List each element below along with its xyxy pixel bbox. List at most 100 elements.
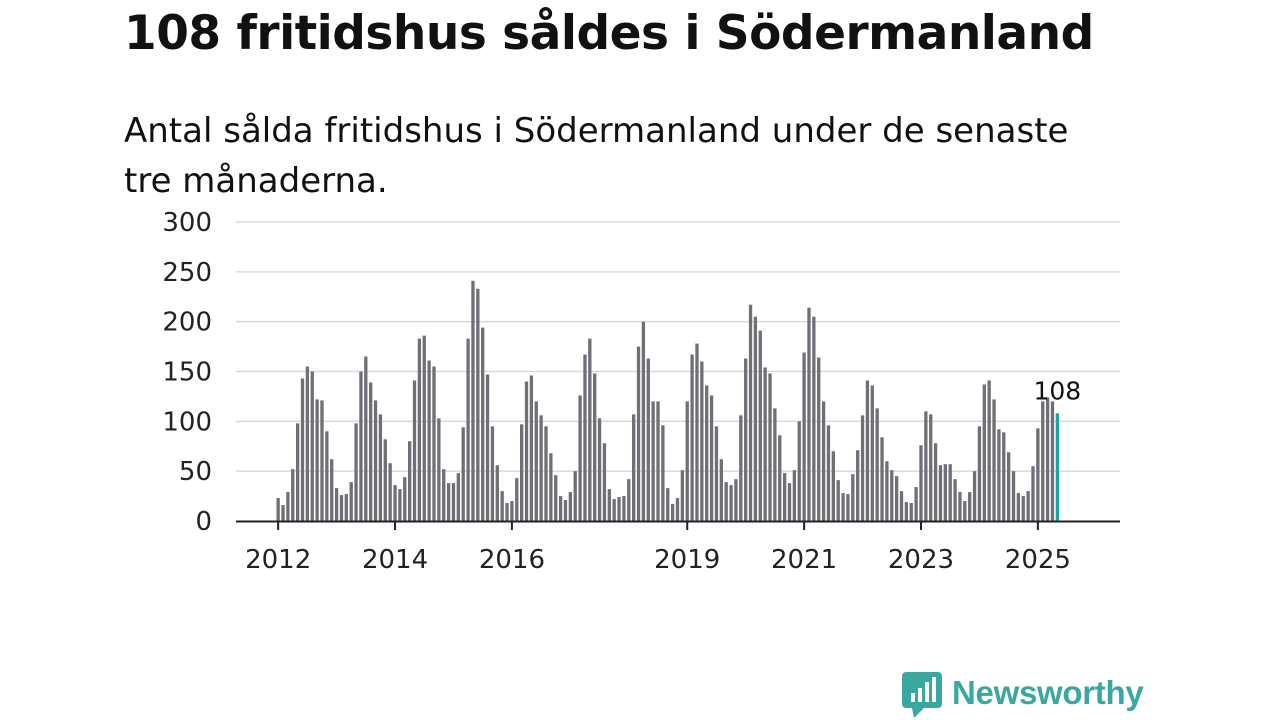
bar [1007, 452, 1011, 521]
bar [369, 382, 373, 521]
bar [734, 479, 738, 521]
bar [670, 504, 675, 521]
bar [938, 465, 943, 521]
bar [529, 375, 534, 521]
bar [622, 496, 626, 521]
bar [685, 401, 689, 521]
bar [768, 373, 772, 521]
bar [471, 280, 475, 521]
bar [334, 488, 339, 521]
bar [904, 502, 909, 521]
bar [407, 441, 412, 521]
bar [836, 480, 840, 521]
bar [378, 414, 383, 521]
bar [787, 483, 792, 521]
bar [773, 408, 777, 521]
bar [943, 464, 947, 521]
bar [651, 401, 655, 521]
bar [797, 421, 801, 521]
newsworthy-logo: Newsworthy [902, 668, 1144, 718]
bar [948, 464, 952, 521]
bar [705, 385, 709, 521]
bar [451, 483, 456, 521]
bar [763, 367, 767, 521]
bar-latest [1055, 413, 1059, 521]
bar [607, 489, 611, 521]
bar [417, 338, 422, 521]
bar [276, 498, 280, 521]
bar [1031, 466, 1035, 521]
x-tick-label: 2014 [362, 545, 428, 575]
bar [1036, 428, 1040, 521]
bar [929, 414, 933, 521]
bar [656, 401, 660, 521]
bar [286, 492, 290, 521]
bar [330, 459, 334, 521]
bar [880, 437, 884, 521]
bar [466, 338, 470, 521]
bar [953, 479, 957, 521]
bar [748, 304, 753, 521]
bar [753, 316, 758, 521]
bar [442, 469, 446, 521]
bar [894, 476, 899, 521]
bar [412, 380, 417, 521]
bar [617, 497, 621, 521]
chart-title: 108 fritidshus såldes i Södermanland [124, 6, 1094, 61]
bar [700, 361, 704, 521]
bar [641, 321, 646, 521]
bar [554, 475, 558, 521]
bar [778, 435, 782, 521]
bar [544, 426, 548, 521]
x-tick-label: 2021 [771, 545, 837, 575]
x-tick-label: 2019 [654, 545, 720, 575]
bar [680, 470, 685, 521]
bar [583, 354, 587, 521]
bar [924, 411, 928, 521]
y-tick-label: 200 [162, 308, 212, 338]
bar [364, 356, 368, 521]
bar [709, 395, 714, 521]
bar [729, 485, 733, 521]
bar [675, 498, 680, 521]
bar [1021, 496, 1025, 521]
bar [1011, 471, 1016, 521]
bar [739, 415, 743, 521]
bar [481, 327, 485, 521]
bar [1041, 401, 1045, 521]
bar [339, 495, 344, 521]
bar [875, 408, 879, 521]
bar [563, 500, 568, 521]
bar [632, 414, 636, 521]
bar [568, 492, 572, 521]
y-tick-label: 250 [162, 258, 212, 288]
bar [476, 288, 480, 521]
bar [758, 330, 762, 521]
bar [719, 459, 723, 521]
bar [807, 307, 811, 521]
bar [914, 487, 918, 521]
bar [972, 471, 977, 521]
bar [354, 423, 358, 521]
y-tick-label: 300 [162, 208, 212, 238]
bar [919, 445, 923, 521]
bar [398, 489, 402, 521]
chart-subtitle: Antal sålda fritidshus i Södermanland un… [124, 111, 1069, 201]
y-tick-label: 0 [195, 507, 212, 537]
bar [393, 485, 397, 521]
y-tick-label: 150 [162, 358, 212, 388]
bar [856, 450, 860, 521]
bar [495, 465, 499, 521]
bar [490, 426, 495, 521]
bar [359, 371, 363, 521]
bar [300, 378, 305, 521]
bar [281, 505, 285, 521]
bar [432, 366, 436, 521]
bar [325, 431, 329, 521]
bar [310, 371, 314, 521]
bar [578, 395, 582, 521]
bar [812, 316, 816, 521]
bar [690, 354, 694, 521]
labels: 0 50 100 150 200 250 300 2012 2014 2016 2019 2021 20… [162, 208, 1081, 575]
bar [485, 374, 490, 521]
